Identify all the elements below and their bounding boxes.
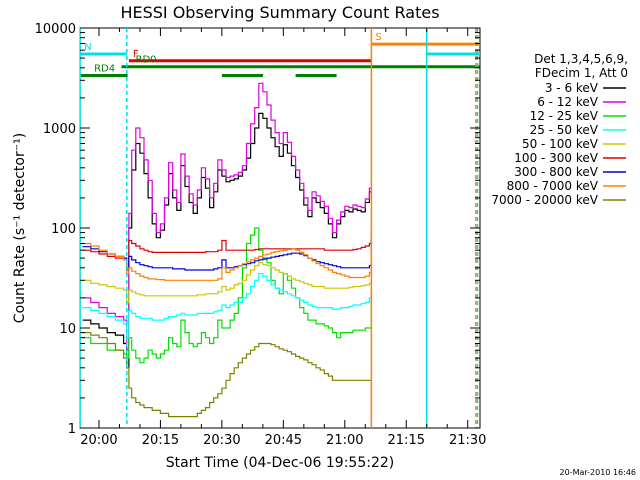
series-line-7 xyxy=(82,237,372,271)
legend-label-6: 100 - 300 keV xyxy=(514,151,598,165)
legend: Det 1,3,4,5,6,9,FDecim 1, Att 03 - 6 keV… xyxy=(491,52,628,207)
legend-label-5: 50 - 100 keV xyxy=(522,137,599,151)
chart-title: HESSI Observing Summary Count Rates xyxy=(120,3,439,22)
series-line-5 xyxy=(82,262,372,304)
vline-layer xyxy=(79,28,479,428)
flag-label-rd4: RD4 xyxy=(94,64,115,75)
y-tick-label-2: 10 xyxy=(59,322,76,337)
series-line-1 xyxy=(82,112,372,369)
legend-label-7: 300 - 800 keV xyxy=(514,165,598,179)
legend-label-8: 800 - 7000 keV xyxy=(507,179,599,193)
y-tick-label-5: 10000 xyxy=(35,22,76,37)
series-line-6 xyxy=(82,232,372,269)
plot-area: N F S RD0 RD4 xyxy=(79,27,481,429)
footer-date: 20-Mar-2010 16:46 xyxy=(560,468,637,477)
y-tick-label-4: 1000 xyxy=(43,122,76,137)
flag-layer: N F S RD0 RD4 xyxy=(80,32,480,77)
x-axis-label: Start Time (04-Dec-06 19:55:22) xyxy=(166,455,394,471)
x-tick-label-6: 21:15 xyxy=(388,433,425,448)
x-tick-label-3: 20:30 xyxy=(203,433,240,448)
legend-header-line-1: Det 1,3,4,5,6,9, xyxy=(534,52,628,66)
x-tick-label-5: 21:00 xyxy=(326,433,363,448)
legend-label-4: 25 - 50 keV xyxy=(530,123,599,137)
legend-label-9: 7000 - 20000 keV xyxy=(491,193,598,207)
flag-label-rd0: RD0 xyxy=(136,55,157,66)
legend-label-1: 3 - 6 keV xyxy=(545,81,599,95)
x-tick-label-2: 20:15 xyxy=(142,433,179,448)
y-axis: 1 10 100 1000 10000 xyxy=(35,22,480,437)
series-layer xyxy=(82,82,372,428)
y-tick-label-1: 1 xyxy=(68,422,76,437)
legend-header-line-2: FDecim 1, Att 0 xyxy=(535,66,628,80)
series-line-3 xyxy=(82,227,372,364)
flag-label-f: F xyxy=(133,49,139,60)
y-axis-label: Count Rate (s⁻¹ detector⁻¹) xyxy=(12,133,28,323)
series-line-4 xyxy=(82,273,372,339)
legend-label-2: 6 - 12 keV xyxy=(537,95,599,109)
x-tick-label-4: 20:45 xyxy=(265,433,302,448)
series-line-2 xyxy=(82,82,372,351)
flag-label-n: N xyxy=(84,42,91,53)
x-tick-label-1: 20:00 xyxy=(80,433,117,448)
plot-frame xyxy=(79,27,481,429)
legend-label-3: 12 - 25 keV xyxy=(530,109,599,123)
x-axis: 20:00 20:15 20:30 20:45 21:00 21:15 21:30 xyxy=(80,28,486,448)
x-tick-label-7: 21:30 xyxy=(449,433,486,448)
y-tick-label-3: 100 xyxy=(51,222,76,237)
series-line-9 xyxy=(82,332,372,428)
series-line-8 xyxy=(82,242,372,281)
flag-label-s: S xyxy=(375,32,381,43)
